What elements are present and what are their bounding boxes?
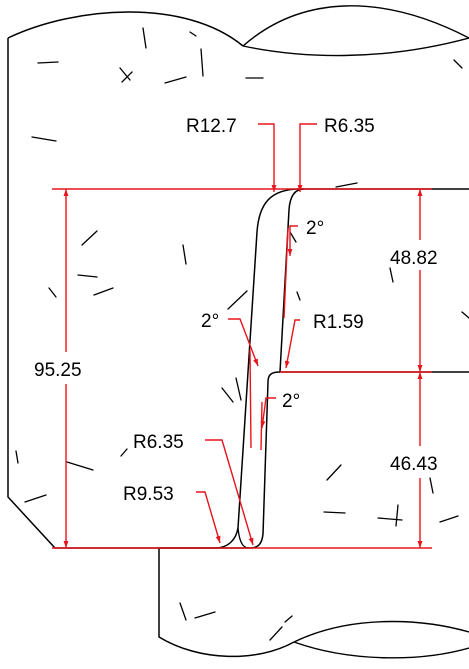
label-overall-height: 95.25 <box>34 360 82 381</box>
label-lower-step: 46.43 <box>390 454 438 475</box>
leader-lower-wall-angle <box>260 397 276 429</box>
angle-ref-lower-wall <box>260 401 263 451</box>
label-upper-step: 48.82 <box>390 248 438 269</box>
label-bottom-outer-radius: R9.53 <box>123 484 174 505</box>
top-break-line <box>242 5 469 57</box>
leader-step-radius <box>284 319 300 369</box>
leader-left-wall-angle <box>228 318 259 367</box>
angle-ref-upper-wall <box>283 227 289 319</box>
label-lower-wall-angle: 2° <box>282 391 300 412</box>
label-bottom-inner-radius: R6.35 <box>133 432 184 453</box>
concrete-hatch <box>15 27 469 641</box>
label-left-wall-angle: 2° <box>201 311 219 332</box>
bottom-break-line <box>293 620 469 659</box>
label-top-inner-radius: R6.35 <box>324 116 375 137</box>
leader-upper-wall-angle <box>287 225 298 256</box>
leader-top-outer-radius <box>258 123 277 192</box>
angle-ref-left-wall <box>249 349 252 449</box>
label-upper-wall-angle: 2° <box>306 218 324 239</box>
leader-bottom-inner-radius <box>205 439 254 546</box>
label-step-radius: R1.59 <box>313 312 364 333</box>
label-top-outer-radius: R12.7 <box>186 116 237 137</box>
leader-bottom-outer-radius <box>196 491 221 544</box>
leader-top-inner-radius <box>297 123 317 192</box>
dimension-lines <box>52 123 432 549</box>
